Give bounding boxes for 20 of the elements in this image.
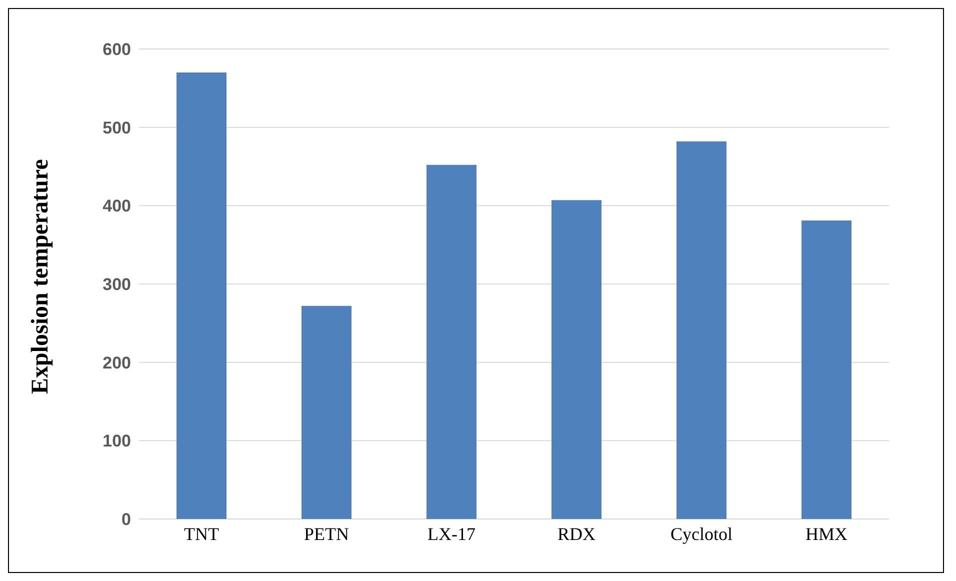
bar: [676, 141, 726, 519]
bar: [552, 200, 602, 519]
bar: [426, 164, 476, 519]
x-tick-label: Cyclotol: [670, 524, 732, 544]
bar: [176, 72, 226, 519]
x-tick-label: PETN: [304, 524, 349, 544]
x-tick-label: LX-17: [428, 524, 476, 544]
y-tick-label: 0: [122, 510, 131, 530]
y-axis-title: Explosion temperature: [28, 158, 54, 394]
x-tick-label: HMX: [805, 524, 848, 544]
y-tick-label: 600: [102, 40, 131, 60]
bar: [802, 220, 852, 519]
y-tick-label: 300: [102, 275, 131, 294]
y-tick-label: 500: [102, 118, 131, 138]
bar: [302, 306, 352, 519]
x-tick-label: RDX: [557, 524, 596, 544]
y-tick-label: 400: [102, 196, 131, 216]
y-tick-label: 200: [102, 353, 131, 372]
x-tick-label: TNT: [184, 524, 219, 544]
y-tick-label: 100: [102, 432, 131, 451]
